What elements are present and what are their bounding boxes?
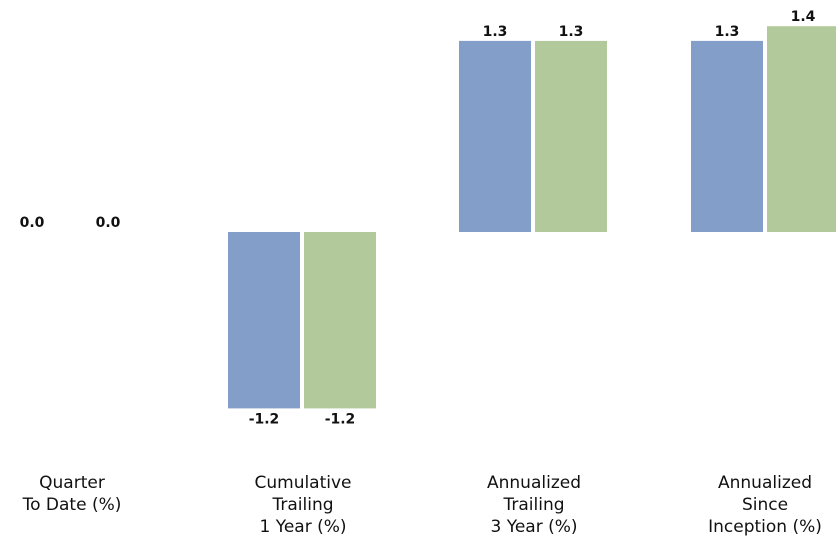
bars-group bbox=[228, 26, 836, 409]
value-label-series1-cat1: 0.0 bbox=[20, 215, 45, 231]
bar-series2-cat2 bbox=[304, 232, 376, 409]
value-label-series1-cat2: -1.2 bbox=[249, 411, 280, 427]
bar-series1-cat3 bbox=[459, 40, 531, 233]
value-label-series2-cat3: 1.3 bbox=[559, 24, 584, 40]
bar-series2-cat4 bbox=[767, 26, 836, 233]
bar-series1-cat2 bbox=[228, 232, 300, 409]
category-label-quarter-to-date: Quarter To Date (%) bbox=[22, 473, 122, 515]
value-labels-group: 0.0 -1.2 1.3 1.3 0.0 -1.2 1.3 1.4 bbox=[20, 9, 816, 427]
category-label-annualized-since-inception: Annualized Since Inception (%) bbox=[708, 473, 822, 537]
category-label-annualized-3-year: Annualized Trailing 3 Year (%) bbox=[487, 473, 581, 537]
value-label-series2-cat1: 0.0 bbox=[96, 215, 121, 231]
value-label-series2-cat4: 1.4 bbox=[791, 9, 816, 25]
bar-series1-cat4 bbox=[691, 40, 763, 233]
value-label-series2-cat2: -1.2 bbox=[325, 411, 356, 427]
value-label-series1-cat3: 1.3 bbox=[483, 24, 508, 40]
category-label-cumulative-1-year: Cumulative Trailing 1 Year (%) bbox=[254, 473, 352, 537]
bar-series2-cat3 bbox=[535, 40, 607, 233]
value-label-series1-cat4: 1.3 bbox=[715, 24, 740, 40]
